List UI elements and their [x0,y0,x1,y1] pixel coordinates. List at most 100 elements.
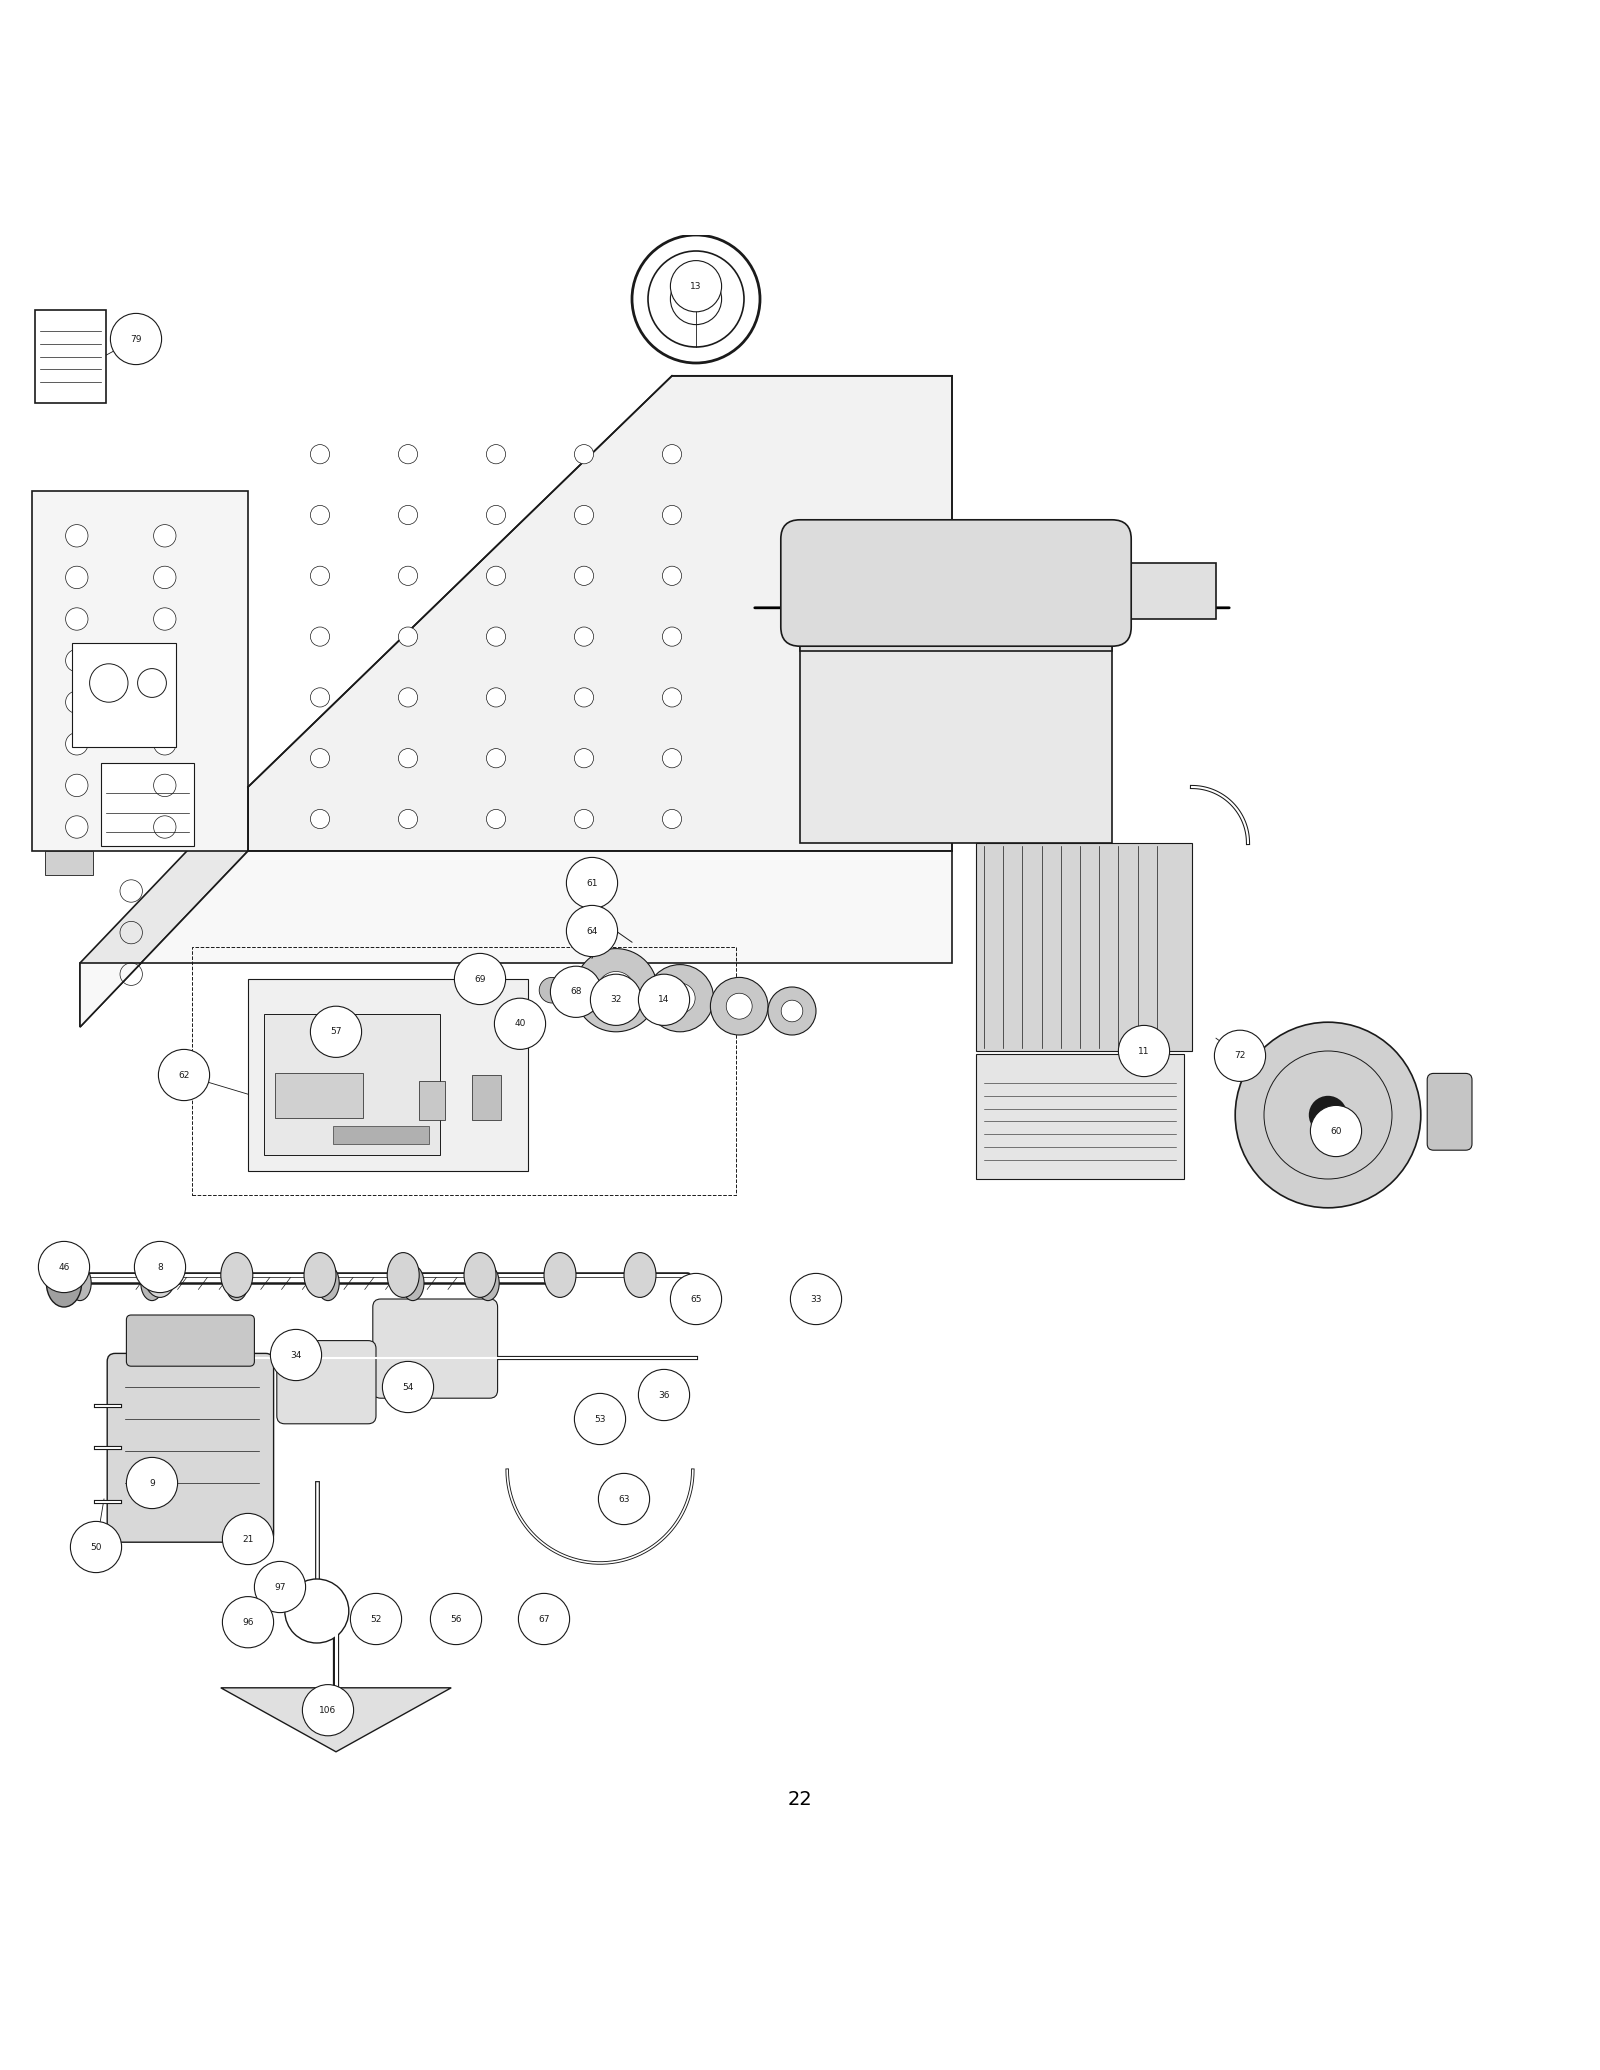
Circle shape [66,733,88,756]
Circle shape [662,567,682,586]
Circle shape [70,1521,122,1573]
Circle shape [66,691,88,714]
Ellipse shape [226,1265,248,1300]
Ellipse shape [317,1265,339,1300]
Circle shape [486,749,506,768]
Circle shape [398,567,418,586]
Circle shape [598,1474,650,1526]
Text: 96: 96 [242,1617,254,1627]
Circle shape [646,965,714,1031]
Circle shape [670,1273,722,1325]
Polygon shape [80,787,248,1027]
Circle shape [285,1579,349,1644]
Text: 56: 56 [450,1615,462,1623]
Circle shape [134,1242,186,1292]
Circle shape [66,774,88,797]
Ellipse shape [477,1265,499,1300]
Circle shape [486,505,506,524]
Circle shape [1310,1105,1362,1157]
Circle shape [574,687,594,708]
Circle shape [310,567,330,586]
Circle shape [126,1457,178,1509]
Circle shape [566,905,618,956]
Polygon shape [80,851,952,1027]
Circle shape [158,1049,210,1101]
Ellipse shape [387,1252,419,1298]
Ellipse shape [144,1252,176,1298]
FancyBboxPatch shape [107,1354,274,1542]
FancyBboxPatch shape [373,1300,498,1397]
Circle shape [574,948,658,1031]
Circle shape [574,749,594,768]
Circle shape [1118,1025,1170,1076]
Circle shape [590,975,642,1025]
Circle shape [574,445,594,464]
Circle shape [670,261,722,313]
Circle shape [662,749,682,768]
Circle shape [222,1596,274,1648]
Text: 54: 54 [402,1383,414,1391]
Text: 36: 36 [658,1391,670,1399]
Polygon shape [800,563,1216,650]
Text: 32: 32 [610,996,622,1004]
Text: 40: 40 [514,1018,526,1029]
Circle shape [154,609,176,629]
Circle shape [566,857,618,909]
Text: 57: 57 [330,1027,342,1037]
Circle shape [781,1000,803,1023]
Circle shape [662,809,682,828]
FancyBboxPatch shape [781,520,1131,646]
Circle shape [662,687,682,708]
Circle shape [310,687,330,708]
Text: 52: 52 [370,1615,382,1623]
Circle shape [254,1561,306,1613]
Circle shape [768,987,816,1035]
Polygon shape [32,491,248,851]
Text: CABINET ASSEMBLY: CABINET ASSEMBLY [824,588,1160,617]
FancyBboxPatch shape [277,1341,376,1424]
Circle shape [662,505,682,524]
Circle shape [539,977,565,1004]
Circle shape [790,1273,842,1325]
Circle shape [486,445,506,464]
Circle shape [398,627,418,646]
Text: 53: 53 [594,1414,606,1424]
Circle shape [154,524,176,546]
Text: 14: 14 [658,996,670,1004]
Text: 63: 63 [618,1495,630,1503]
Circle shape [574,567,594,586]
Circle shape [154,816,176,838]
Circle shape [398,445,418,464]
Polygon shape [248,377,952,851]
Circle shape [382,1362,434,1412]
Circle shape [310,1006,362,1058]
Circle shape [398,749,418,768]
Ellipse shape [304,1252,336,1298]
Circle shape [270,1329,322,1381]
Text: 97: 97 [274,1581,286,1592]
Circle shape [310,809,330,828]
Circle shape [310,627,330,646]
FancyBboxPatch shape [800,627,1112,842]
Circle shape [710,977,768,1035]
Circle shape [430,1594,482,1644]
FancyBboxPatch shape [35,310,106,404]
Text: 67: 67 [538,1615,550,1623]
Circle shape [154,650,176,673]
Circle shape [518,1594,570,1644]
Ellipse shape [46,1259,82,1306]
FancyBboxPatch shape [248,979,528,1172]
Circle shape [310,749,330,768]
Text: 8: 8 [157,1263,163,1271]
Circle shape [154,733,176,756]
Circle shape [574,809,594,828]
Circle shape [350,1594,402,1644]
FancyBboxPatch shape [264,1014,440,1155]
Text: 11: 11 [1138,1047,1150,1056]
Circle shape [638,1370,690,1420]
Circle shape [574,627,594,646]
Circle shape [574,1393,626,1445]
Circle shape [486,687,506,708]
Text: 21: 21 [242,1534,254,1544]
Circle shape [574,505,594,524]
